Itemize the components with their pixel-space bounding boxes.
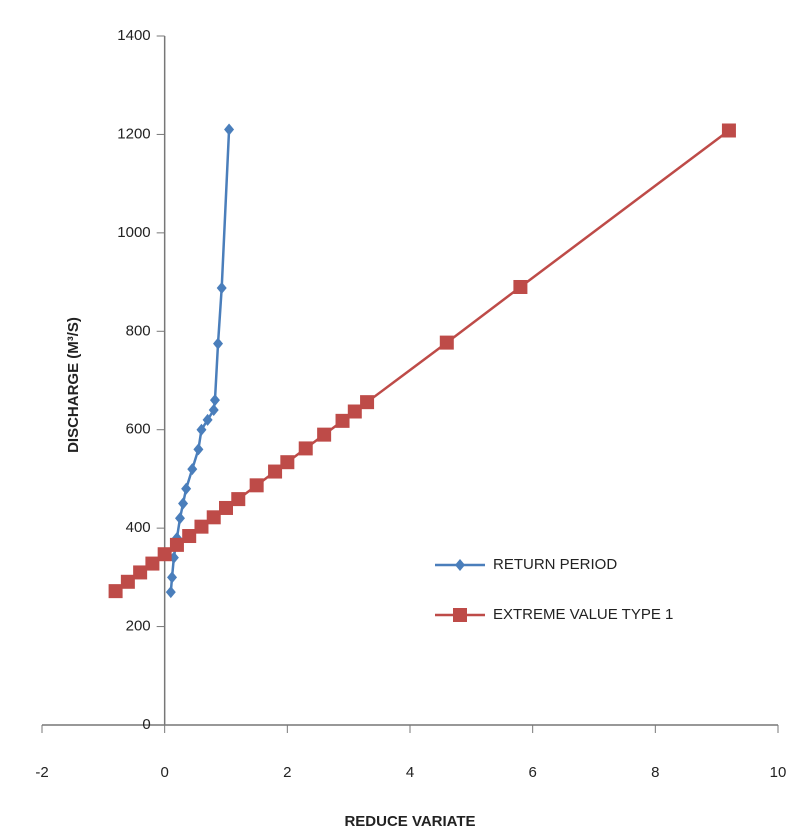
data-point [224,123,235,136]
data-point [193,443,204,456]
x-tick-label: 6 [528,764,536,781]
data-point [133,565,148,580]
x-tick-label: 0 [160,764,168,781]
data-point [169,537,184,552]
data-point [335,413,350,428]
data-point [178,497,189,510]
data-point [120,574,135,589]
x-tick-label: 2 [283,764,291,781]
x-tick-label: 4 [406,764,414,781]
data-point [280,455,295,470]
y-tick-label: 800 [126,322,151,339]
data-point [231,492,246,507]
data-point [194,519,209,534]
data-point [202,413,213,426]
x-tick-label: -2 [35,764,48,781]
data-point [439,335,454,350]
data-point [108,584,123,599]
y-tick-label: 400 [126,519,151,536]
data-point [513,279,528,294]
y-axis-label: DISCHARGE (M³/S) [65,317,82,453]
data-point [209,394,220,407]
data-point [208,404,219,417]
data-point [317,427,332,442]
data-point [249,478,264,493]
data-point [145,556,160,571]
y-tick-label: 200 [126,618,151,635]
data-point [219,500,233,515]
y-tick-label: 1200 [117,125,150,142]
data-point [347,404,362,419]
data-point [181,482,192,495]
data-point [157,547,172,562]
data-point [360,395,375,410]
data-point [187,463,198,476]
data-point [175,512,185,525]
data-point [721,123,736,138]
data-point [196,423,207,436]
data-point [298,441,313,456]
data-point [182,529,197,544]
legend-label: EXTREME VALUE TYPE 1 [493,606,673,623]
y-tick-label: 600 [126,421,151,438]
data-point [213,337,224,350]
y-tick-label: 1400 [117,27,150,44]
data-point [165,586,176,599]
legend-marker [455,559,465,571]
x-tick-label: 8 [651,764,659,781]
y-tick-label: 1000 [117,224,150,241]
legend-label: RETURN PERIOD [493,556,617,573]
data-point [167,571,178,584]
x-axis-label: REDUCE VARIATE [344,813,475,830]
y-tick-label: 0 [142,716,150,733]
legend-marker [453,608,467,622]
x-tick-label: 10 [770,764,787,781]
data-point [216,281,227,294]
data-point [268,464,283,479]
data-point [206,510,221,525]
